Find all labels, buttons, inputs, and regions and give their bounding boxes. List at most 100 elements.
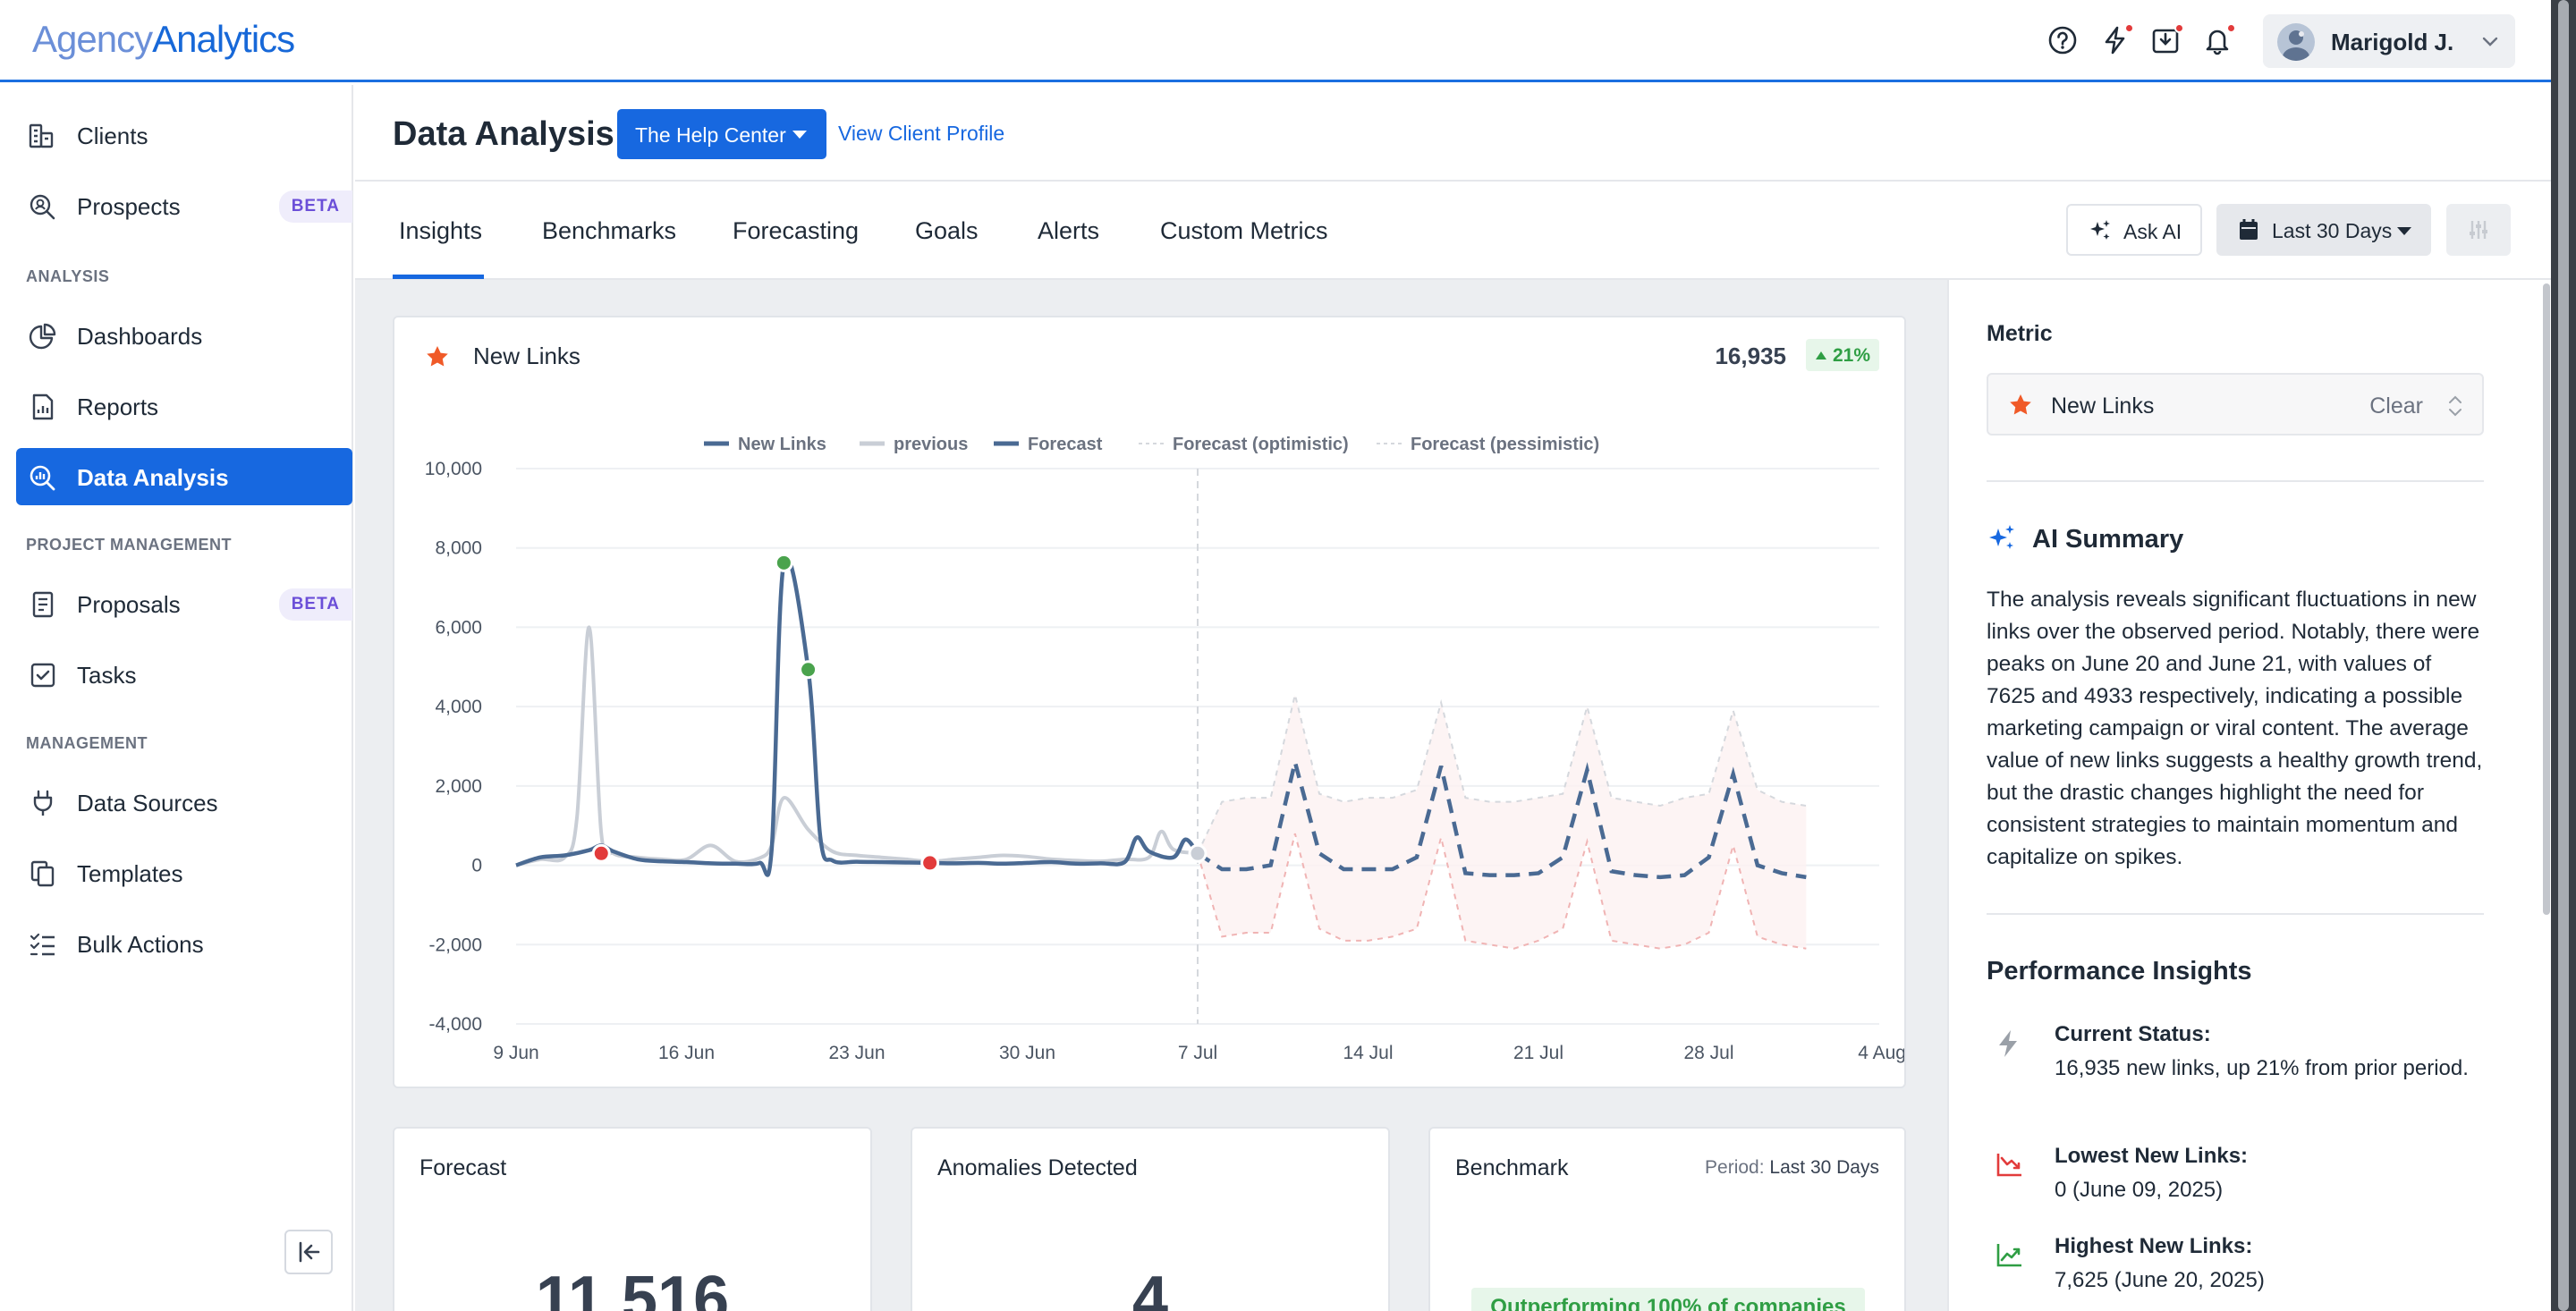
data-analysis-icon: [29, 464, 57, 491]
notification-dot: [2174, 23, 2184, 33]
help-icon[interactable]: [2047, 25, 2080, 57]
top-bar: AgencyAnalytics Marigold J.: [0, 0, 2551, 82]
insight-title: Lowest New Links:: [2055, 1144, 2249, 1168]
forecast-value: 11,516: [535, 1264, 730, 1311]
scrollbar-thumb[interactable]: [2543, 283, 2550, 915]
page-title: Data Analysis: [393, 115, 614, 153]
tab-insights[interactable]: Insights: [399, 217, 483, 244]
sidebar-item-label: Proposals: [77, 591, 181, 618]
tab-benchmarks[interactable]: Benchmarks: [542, 217, 677, 244]
sidebar: Clients Prospects BETA ANALYSIS Dashboar…: [0, 85, 353, 1311]
view-client-profile-link[interactable]: View Client Profile: [838, 122, 1005, 145]
forecast-optimistic-line: [1197, 694, 1807, 854]
x-tick-label: 30 Jun: [999, 1043, 1055, 1063]
sidebar-item-label: Data Sources: [77, 790, 218, 816]
legend-label: Forecast (pessimistic): [1411, 435, 1599, 454]
collapse-sidebar-button[interactable]: [284, 1230, 333, 1274]
sidebar-item-tasks[interactable]: Tasks: [16, 646, 352, 703]
y-tick-label: 2,000: [435, 776, 482, 797]
pie-chart-icon: [29, 323, 57, 350]
metric-heading: Metric: [1987, 321, 2053, 346]
sidebar-item-label: Bulk Actions: [77, 931, 204, 958]
tabs-bar: Insights Benchmarks Forecasting Goals Al…: [355, 182, 2551, 280]
trend-up-icon: [1996, 1244, 2021, 1267]
agency-analytics-logo[interactable]: AgencyAnalytics: [32, 18, 295, 61]
sidebar-item-templates[interactable]: Templates: [16, 844, 352, 901]
panel-scrollbar[interactable]: [2542, 280, 2551, 1311]
sidebar-item-label: Reports: [77, 393, 159, 420]
logo-part-agency: Agency: [32, 18, 153, 60]
metric-chart-card: New Links 16,935 21% 10,000 8,000 6,000 4,0…: [393, 316, 1906, 1088]
tab-forecasting[interactable]: Forecasting: [733, 217, 860, 244]
y-tick-label: 8,000: [435, 538, 482, 559]
beta-badge: BETA: [278, 190, 352, 223]
user-menu[interactable]: Marigold J.: [2263, 14, 2515, 68]
filter-settings-button[interactable]: [2446, 204, 2511, 256]
period-label: Period:: [1705, 1157, 1765, 1178]
download-inbox-icon[interactable]: [2150, 23, 2184, 57]
sliders-icon: [2470, 221, 2487, 239]
sparkle-icon: [2090, 220, 2110, 240]
marker-high: [799, 660, 818, 680]
active-tab-indicator: [393, 275, 484, 279]
ai-summary-text: The analysis reveals significant fluctua…: [1987, 588, 2483, 869]
sidebar-item-prospects[interactable]: Prospects BETA: [16, 177, 352, 234]
anomalies-card: Anomalies Detected 4: [911, 1127, 1390, 1311]
sidebar-item-label: Prospects: [77, 193, 181, 220]
chevron-down-icon: [2479, 30, 2501, 56]
change-badge: 21%: [1806, 339, 1879, 371]
ask-ai-button[interactable]: Ask AI: [2066, 204, 2202, 256]
bulk-actions-icon: [29, 931, 57, 958]
y-tick-label: 10,000: [425, 459, 482, 479]
sidebar-item-clients[interactable]: Clients: [16, 106, 352, 164]
forecast-card: Forecast 11,516: [393, 1127, 872, 1311]
date-range-label: Last 30 Days: [2272, 219, 2393, 242]
period-value: Last 30 Days: [1769, 1157, 1879, 1178]
scrollbar-thumb[interactable]: [2558, 0, 2569, 1311]
x-tick-label: 16 Jun: [658, 1043, 715, 1063]
bolt-icon: [1999, 1030, 2017, 1057]
change-value: 21%: [1832, 345, 1870, 366]
marker-low: [920, 853, 940, 873]
metric-total: 16,935: [1715, 343, 1786, 369]
star-icon[interactable]: [425, 344, 450, 369]
x-tick-label: 4 Aug: [1858, 1043, 1904, 1063]
sidebar-item-bulk-actions[interactable]: Bulk Actions: [16, 915, 352, 972]
plug-icon: [29, 790, 57, 816]
client-select-label: The Help Center: [635, 123, 786, 147]
task-icon: [29, 662, 57, 689]
y-tick-label: 4,000: [435, 697, 482, 717]
sparkle-icon: [1989, 525, 2014, 549]
legend-label: Forecast (optimistic): [1173, 435, 1349, 454]
divider: [1987, 913, 2484, 915]
tab-goals[interactable]: Goals: [915, 217, 979, 244]
new-links-series-line: [515, 554, 1199, 877]
caret-down-icon: [792, 131, 807, 139]
x-tick-label: 9 Jun: [493, 1043, 538, 1063]
beta-badge: BETA: [278, 588, 352, 621]
y-tick-label: 0: [471, 856, 482, 876]
trend-down-icon: [1996, 1154, 2021, 1177]
clear-metric-button[interactable]: Clear: [2369, 393, 2423, 419]
sidebar-item-data-sources[interactable]: Data Sources: [16, 774, 352, 831]
date-range-button[interactable]: Last 30 Days: [2216, 204, 2431, 256]
sidebar-item-data-analysis[interactable]: Data Analysis: [16, 448, 352, 505]
bell-icon[interactable]: [2202, 23, 2236, 57]
y-tick-label: -2,000: [428, 935, 482, 955]
tab-alerts[interactable]: Alerts: [1038, 217, 1100, 244]
clients-icon: [29, 123, 57, 149]
sidebar-item-reports[interactable]: Reports: [16, 377, 352, 435]
lightning-icon[interactable]: [2100, 23, 2134, 57]
tab-custom-metrics[interactable]: Custom Metrics: [1160, 217, 1328, 244]
client-select-button[interactable]: The Help Center: [617, 109, 826, 159]
sidebar-item-dashboards[interactable]: Dashboards: [16, 307, 352, 364]
divider: [1987, 480, 2484, 482]
sidebar-item-proposals[interactable]: Proposals BETA: [16, 575, 352, 632]
main-content: New Links 16,935 21% 10,000 8,000 6,000 4,0…: [355, 280, 1947, 1311]
x-tick-label: 21 Jul: [1513, 1043, 1563, 1063]
notification-dot: [2124, 23, 2134, 33]
nav-section-analysis: ANALYSIS: [26, 267, 110, 285]
legend-label: New Links: [738, 435, 826, 454]
window-scrollbar[interactable]: [2551, 0, 2576, 1311]
metric-select[interactable]: New Links Clear: [1987, 373, 2484, 436]
